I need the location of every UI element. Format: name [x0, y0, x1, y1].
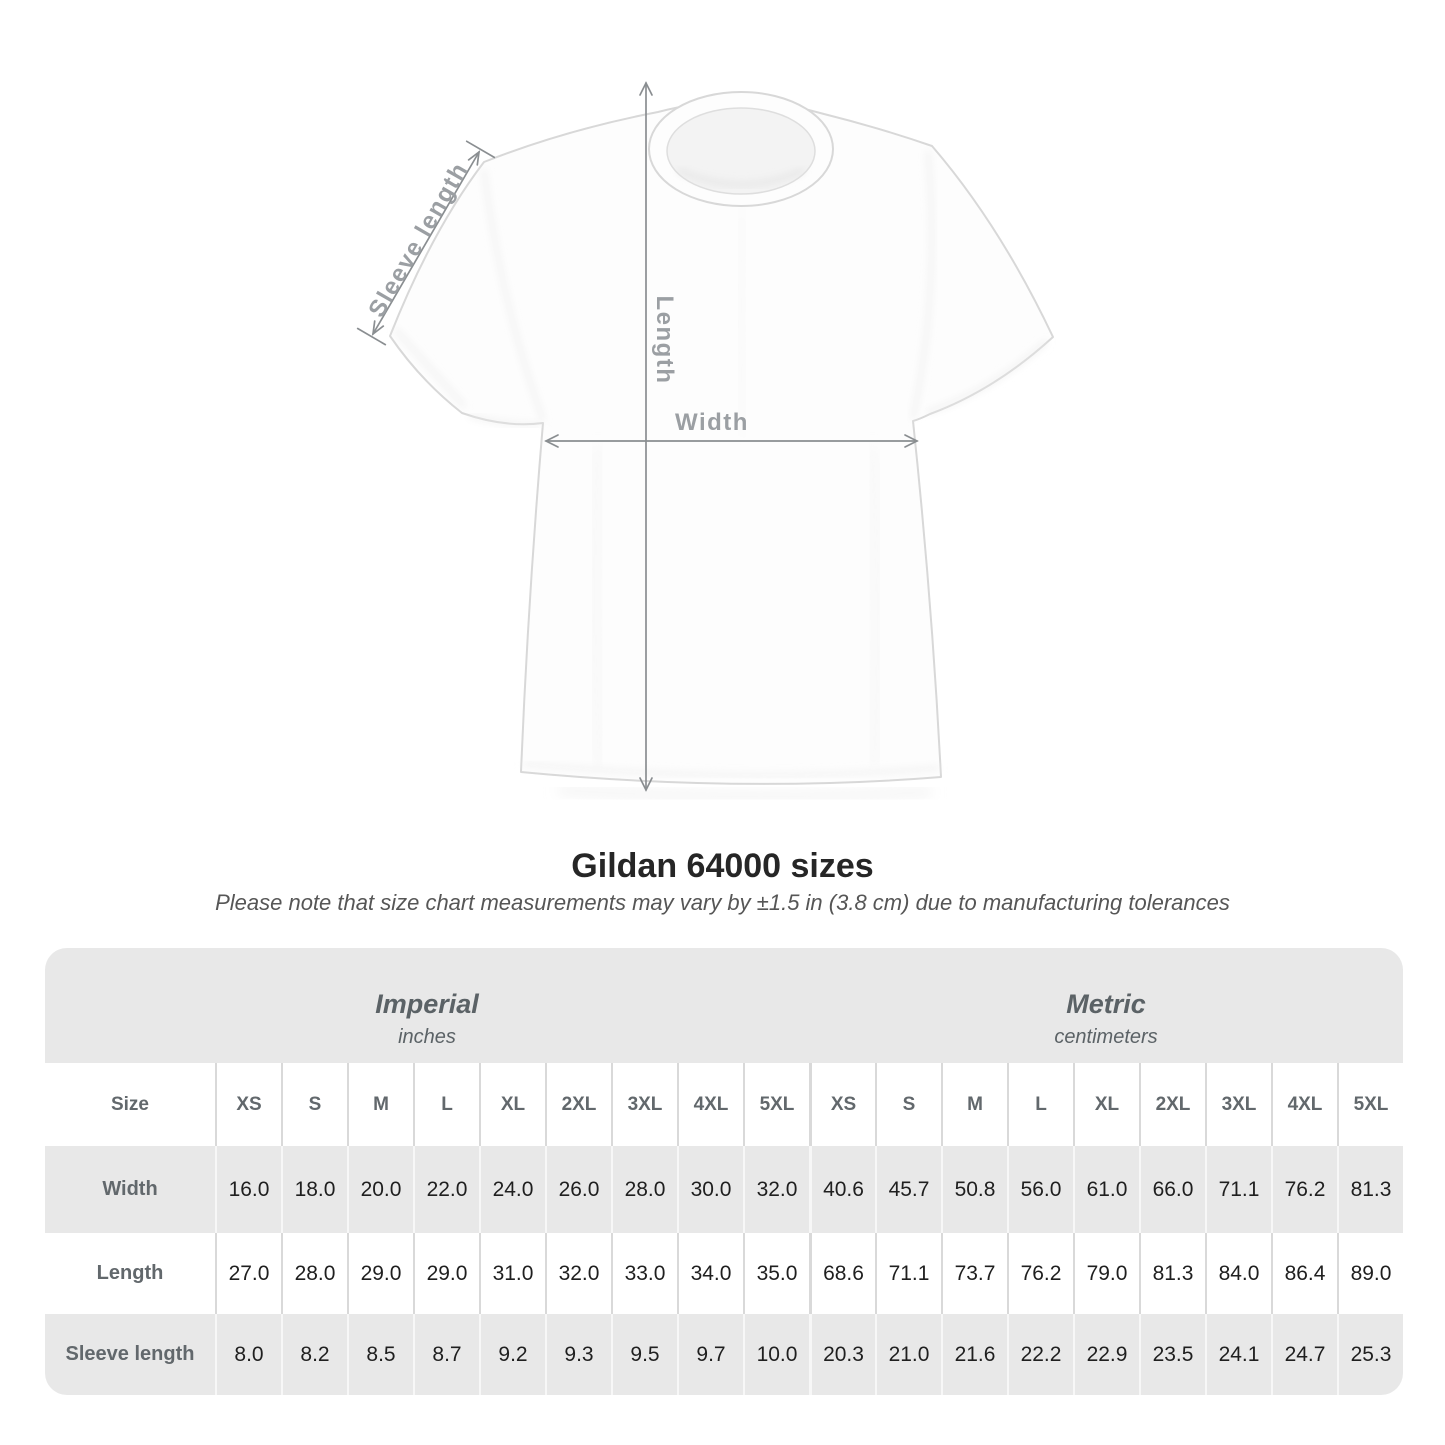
size-header-cell: XS — [809, 1063, 875, 1146]
size-value-cell: 81.3 — [1139, 1233, 1205, 1314]
size-value-cell: 35.0 — [743, 1233, 809, 1314]
width-arrow — [544, 434, 919, 448]
length-arrow — [639, 81, 653, 792]
size-value-cell: 21.0 — [875, 1314, 941, 1395]
size-value-cell: 21.6 — [941, 1314, 1007, 1395]
metric-label: Metric — [1066, 989, 1146, 1019]
size-value-cell: 30.0 — [677, 1146, 743, 1233]
size-value-cell: 8.5 — [347, 1314, 413, 1395]
row-label: Length — [45, 1233, 215, 1314]
size-value-cell: 22.9 — [1073, 1314, 1139, 1395]
size-value-cell: 9.7 — [677, 1314, 743, 1395]
size-value-cell: 56.0 — [1007, 1146, 1073, 1233]
length-label: Length — [651, 295, 678, 385]
size-header-cell: 2XL — [1139, 1063, 1205, 1146]
tshirt-graphic — [389, 91, 1054, 800]
size-value-cell: 24.7 — [1271, 1314, 1337, 1395]
size-value-cell: 61.0 — [1073, 1146, 1139, 1233]
size-value-cell: 20.3 — [809, 1314, 875, 1395]
size-value-cell: 89.0 — [1337, 1233, 1403, 1314]
size-value-cell: 10.0 — [743, 1314, 809, 1395]
tshirt-measurement-diagram — [356, 81, 1054, 800]
imperial-unit: inches — [398, 1026, 456, 1048]
page-title: Gildan 64000 sizes — [571, 847, 874, 885]
size-value-cell: 40.6 — [809, 1146, 875, 1233]
metric-unit: centimeters — [1054, 1026, 1158, 1048]
size-value-cell: 9.5 — [611, 1314, 677, 1395]
size-value-cell: 81.3 — [1337, 1146, 1403, 1233]
size-value-cell: 29.0 — [413, 1233, 479, 1314]
row-label: Sleeve length — [45, 1314, 215, 1395]
size-value-cell: 27.0 — [215, 1233, 281, 1314]
size-header-cell: M — [941, 1063, 1007, 1146]
metric-group-header: Metric centimeters — [809, 948, 1403, 1063]
collar — [648, 91, 834, 207]
size-header-cell: XL — [1073, 1063, 1139, 1146]
size-value-cell: 84.0 — [1205, 1233, 1271, 1314]
size-value-cell: 9.3 — [545, 1314, 611, 1395]
size-value-cell: 50.8 — [941, 1146, 1007, 1233]
size-value-cell: 24.1 — [1205, 1314, 1271, 1395]
sleeve-length-arrow — [356, 140, 496, 346]
size-value-cell: 8.0 — [215, 1314, 281, 1395]
size-header-cell: S — [281, 1063, 347, 1146]
row-label: Width — [45, 1146, 215, 1233]
size-value-cell: 23.5 — [1139, 1314, 1205, 1395]
size-value-cell: 86.4 — [1271, 1233, 1337, 1314]
tolerance-note: Please note that size chart measurements… — [215, 890, 1230, 915]
size-header-cell: 5XL — [1337, 1063, 1403, 1146]
size-value-cell: 25.3 — [1337, 1314, 1403, 1395]
size-value-cell: 8.2 — [281, 1314, 347, 1395]
size-value-cell: 79.0 — [1073, 1233, 1139, 1314]
size-value-cell: 28.0 — [281, 1233, 347, 1314]
size-header-cell: XL — [479, 1063, 545, 1146]
size-value-cell: 68.6 — [809, 1233, 875, 1314]
size-header-cell: XS — [215, 1063, 281, 1146]
imperial-group-header: Imperial inches — [45, 948, 809, 1063]
size-value-cell: 71.1 — [1205, 1146, 1271, 1233]
size-value-cell: 22.0 — [413, 1146, 479, 1233]
imperial-label: Imperial — [375, 989, 479, 1019]
size-value-cell: 29.0 — [347, 1233, 413, 1314]
size-header-cell: 5XL — [743, 1063, 809, 1146]
size-header-cell: L — [413, 1063, 479, 1146]
size-value-cell: 8.7 — [413, 1314, 479, 1395]
size-header-cell: S — [875, 1063, 941, 1146]
size-value-cell: 73.7 — [941, 1233, 1007, 1314]
size-header-cell: M — [347, 1063, 413, 1146]
size-value-cell: 24.0 — [479, 1146, 545, 1233]
size-header-cell: 3XL — [1205, 1063, 1271, 1146]
size-value-cell: 9.2 — [479, 1314, 545, 1395]
size-table-grid: Size XS S M L XL 2XL 3XL 4XL 5XL XS S M L XL 2XL 3XL 4XL 5… — [45, 1063, 1403, 1395]
size-value-cell: 26.0 — [545, 1146, 611, 1233]
size-value-cell: 18.0 — [281, 1146, 347, 1233]
size-value-cell: 34.0 — [677, 1233, 743, 1314]
width-label: Width — [675, 409, 749, 436]
size-value-cell: 32.0 — [545, 1233, 611, 1314]
size-header-cell: 4XL — [677, 1063, 743, 1146]
size-header-cell: 2XL — [545, 1063, 611, 1146]
size-value-cell: 71.1 — [875, 1233, 941, 1314]
size-value-cell: 66.0 — [1139, 1146, 1205, 1233]
size-value-cell: 32.0 — [743, 1146, 809, 1233]
unit-header-band: Imperial inches Metric centimeters — [45, 948, 1403, 1063]
size-table: Imperial inches Metric centimeters Size X… — [45, 948, 1403, 1395]
size-value-cell: 28.0 — [611, 1146, 677, 1233]
size-header-cell: 4XL — [1271, 1063, 1337, 1146]
size-value-cell: 76.2 — [1007, 1233, 1073, 1314]
size-value-cell: 45.7 — [875, 1146, 941, 1233]
size-value-cell: 22.2 — [1007, 1314, 1073, 1395]
size-value-cell: 31.0 — [479, 1233, 545, 1314]
size-header-cell: 3XL — [611, 1063, 677, 1146]
size-corner-header: Size — [45, 1063, 215, 1146]
size-value-cell: 33.0 — [611, 1233, 677, 1314]
size-value-cell: 76.2 — [1271, 1146, 1337, 1233]
size-value-cell: 16.0 — [215, 1146, 281, 1233]
size-header-cell: L — [1007, 1063, 1073, 1146]
size-value-cell: 20.0 — [347, 1146, 413, 1233]
